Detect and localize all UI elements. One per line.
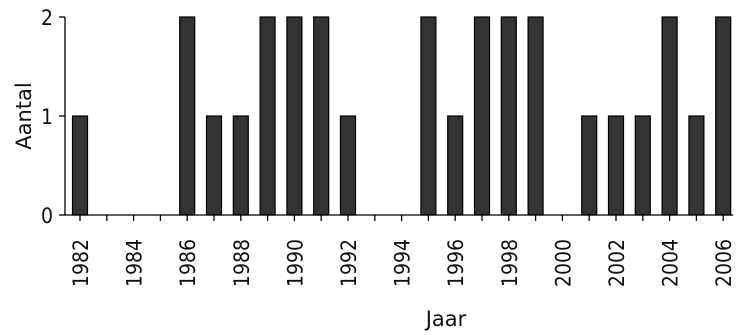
bar-2001 xyxy=(581,115,598,216)
y-tick-label-1: 1 xyxy=(41,105,53,129)
bar-1998 xyxy=(500,16,517,216)
x-tick-label-1992: 1992 xyxy=(337,239,361,287)
y-axis-title: Aantal xyxy=(12,82,36,149)
bar-1995 xyxy=(420,16,437,216)
x-tick-label-2006: 2006 xyxy=(712,239,736,287)
x-tick-label-1982: 1982 xyxy=(69,239,93,287)
x-ticks-group: 1982 1984 1986 1988 1990 1992 1994 1996 1998 2000… xyxy=(69,215,736,287)
x-tick-label-1986: 1986 xyxy=(176,239,200,287)
x-tick-label-1988: 1988 xyxy=(230,239,254,287)
bar-1988 xyxy=(232,115,249,216)
y-tick-label-0: 0 xyxy=(41,204,53,228)
bar-2005 xyxy=(688,115,705,216)
bar-1990 xyxy=(286,16,303,216)
x-tick-label-1994: 1994 xyxy=(391,239,415,287)
x-tick-label-1990: 1990 xyxy=(283,239,307,287)
bar-1989 xyxy=(259,16,276,216)
x-axis-title: Jaar xyxy=(424,307,467,331)
x-tick-label-2002: 2002 xyxy=(605,239,629,287)
bar-2006 xyxy=(715,16,732,216)
bars-group xyxy=(71,16,732,216)
bar-2002 xyxy=(607,115,625,216)
x-tick-label-1996: 1996 xyxy=(444,239,468,287)
bar-1996 xyxy=(447,115,464,216)
bar-2003 xyxy=(634,115,651,216)
y-ticks-group: 0 1 2 xyxy=(41,6,65,228)
bar-1986 xyxy=(179,16,196,216)
bar-1999 xyxy=(527,16,544,216)
x-tick-label-2000: 2000 xyxy=(551,239,575,287)
x-tick-label-1984: 1984 xyxy=(123,239,147,287)
x-tick-label-1998: 1998 xyxy=(498,239,522,287)
x-tick-label-2004: 2004 xyxy=(659,239,683,287)
bar-1991 xyxy=(313,16,330,216)
y-tick-label-2: 2 xyxy=(41,6,53,30)
bar-1987 xyxy=(205,115,223,216)
bar-1997 xyxy=(473,16,491,216)
bar-1982 xyxy=(71,115,89,216)
bar-2004 xyxy=(661,16,678,216)
bar-1992 xyxy=(339,115,357,216)
